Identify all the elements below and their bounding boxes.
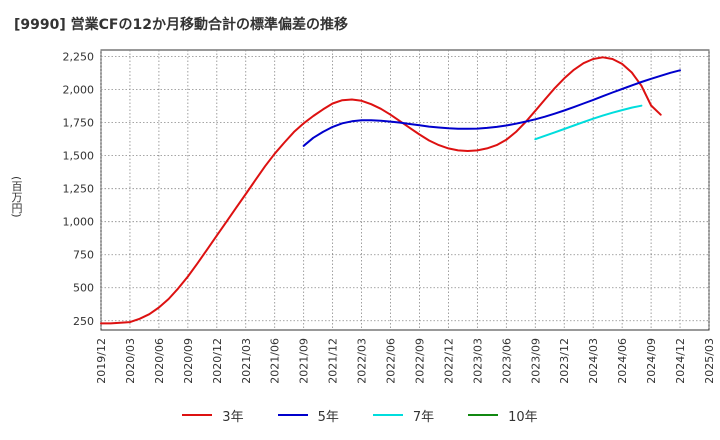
legend-item: 5年 bbox=[277, 406, 339, 425]
y-tick-label: 1,500 bbox=[63, 150, 95, 163]
plot-area bbox=[100, 49, 710, 331]
legend-label: 7年 bbox=[412, 409, 435, 425]
x-tick-label: 2022/12 bbox=[442, 338, 455, 384]
x-tick-label: 2020/09 bbox=[182, 338, 195, 384]
x-tick-label: 2021/06 bbox=[269, 338, 282, 384]
y-tick-label: 750 bbox=[73, 249, 94, 262]
series-lines bbox=[100, 56, 681, 325]
x-tick-label: 2023/09 bbox=[529, 338, 542, 384]
x-tick-label: 2021/09 bbox=[298, 338, 311, 384]
x-tick-label: 2020/06 bbox=[153, 338, 166, 384]
x-tick-label: 2019/12 bbox=[95, 338, 108, 384]
y-tick-label: 1,750 bbox=[63, 117, 95, 130]
x-tick-label: 2021/03 bbox=[240, 338, 253, 384]
legend-item: 10年 bbox=[468, 406, 538, 425]
legend-item: 7年 bbox=[372, 406, 435, 425]
x-tick-label: 2024/03 bbox=[587, 338, 600, 384]
x-tick-label: 2022/09 bbox=[413, 338, 426, 384]
y-tick-label: 2,000 bbox=[63, 84, 95, 97]
x-tick-label: 2024/12 bbox=[674, 338, 687, 384]
x-tick-label: 2023/12 bbox=[558, 338, 571, 384]
x-tick-label: 2025/03 bbox=[703, 338, 716, 384]
x-tick-label: 2024/09 bbox=[645, 338, 658, 384]
x-tick-label: 2023/03 bbox=[471, 338, 484, 384]
y-axis-ticks: 250 500 750 1,000 1,250 1,500 1,750 2,000 2,250 bbox=[63, 51, 95, 328]
grid-lines bbox=[100, 50, 710, 330]
y-tick-label: 1,000 bbox=[63, 216, 95, 229]
legend-swatch bbox=[468, 414, 499, 416]
x-tick-label: 2022/06 bbox=[385, 338, 398, 384]
legend-label: 3年 bbox=[222, 409, 244, 425]
x-tick-label: 2023/06 bbox=[500, 338, 513, 384]
legend: 3年 5年 7年 10年 bbox=[0, 404, 720, 426]
chart-title: [9990] 営業CFの12か月移動合計の標準偏差の推移 bbox=[14, 17, 348, 33]
x-tick-label: 2022/03 bbox=[356, 338, 369, 384]
legend-swatch bbox=[277, 414, 308, 416]
legend-label: 5年 bbox=[317, 409, 339, 425]
series-line-5年 bbox=[302, 69, 681, 147]
y-tick-label: 1,250 bbox=[63, 183, 95, 196]
x-tick-label: 2021/12 bbox=[327, 338, 340, 384]
y-tick-label: 2,250 bbox=[63, 51, 95, 64]
legend-item: 3年 bbox=[182, 406, 244, 425]
y-axis-label: (百万円) bbox=[10, 176, 23, 218]
y-tick-label: 500 bbox=[73, 282, 94, 295]
x-tick-label: 2020/12 bbox=[211, 338, 224, 384]
x-tick-label: 2020/03 bbox=[124, 338, 137, 384]
y-tick-label: 250 bbox=[73, 315, 94, 328]
x-axis-ticks: 2019/12 2020/03 2020/06 2020/09 2020/12 2021/… bbox=[95, 338, 716, 384]
legend-swatch bbox=[182, 414, 213, 416]
legend-label: 10年 bbox=[508, 409, 538, 425]
series-line-3年 bbox=[100, 56, 662, 325]
legend-swatch bbox=[372, 414, 403, 416]
x-tick-label: 2024/06 bbox=[616, 338, 629, 384]
series-line-7年 bbox=[534, 104, 643, 141]
